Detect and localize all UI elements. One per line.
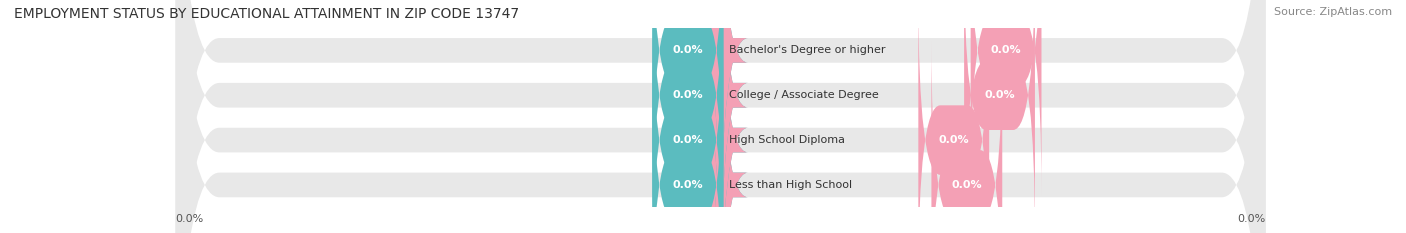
- FancyBboxPatch shape: [176, 0, 1265, 233]
- FancyBboxPatch shape: [652, 0, 723, 233]
- Text: 0.0%: 0.0%: [984, 90, 1015, 100]
- FancyBboxPatch shape: [652, 0, 723, 233]
- Text: 0.0%: 0.0%: [1237, 214, 1265, 224]
- FancyBboxPatch shape: [176, 0, 1265, 233]
- Text: EMPLOYMENT STATUS BY EDUCATIONAL ATTAINMENT IN ZIP CODE 13747: EMPLOYMENT STATUS BY EDUCATIONAL ATTAINM…: [14, 7, 519, 21]
- Text: 0.0%: 0.0%: [991, 45, 1021, 55]
- FancyBboxPatch shape: [693, 0, 748, 233]
- FancyBboxPatch shape: [965, 0, 1035, 233]
- FancyBboxPatch shape: [693, 0, 748, 233]
- FancyBboxPatch shape: [693, 0, 748, 233]
- Text: 0.0%: 0.0%: [672, 135, 703, 145]
- Text: 0.0%: 0.0%: [952, 180, 983, 190]
- FancyBboxPatch shape: [693, 0, 748, 233]
- Text: 0.0%: 0.0%: [176, 214, 204, 224]
- FancyBboxPatch shape: [931, 40, 1002, 233]
- FancyBboxPatch shape: [693, 0, 748, 233]
- Text: High School Diploma: High School Diploma: [728, 135, 845, 145]
- FancyBboxPatch shape: [176, 0, 1265, 233]
- Text: 0.0%: 0.0%: [938, 135, 969, 145]
- Text: 0.0%: 0.0%: [672, 45, 703, 55]
- FancyBboxPatch shape: [652, 40, 723, 233]
- FancyBboxPatch shape: [693, 0, 748, 233]
- Text: 0.0%: 0.0%: [672, 90, 703, 100]
- FancyBboxPatch shape: [918, 0, 990, 233]
- FancyBboxPatch shape: [176, 0, 1265, 233]
- FancyBboxPatch shape: [970, 0, 1042, 195]
- FancyBboxPatch shape: [652, 0, 723, 195]
- FancyBboxPatch shape: [693, 0, 748, 233]
- Text: Source: ZipAtlas.com: Source: ZipAtlas.com: [1274, 7, 1392, 17]
- Text: Bachelor's Degree or higher: Bachelor's Degree or higher: [728, 45, 886, 55]
- Text: 0.0%: 0.0%: [672, 180, 703, 190]
- FancyBboxPatch shape: [693, 0, 748, 233]
- Text: Less than High School: Less than High School: [728, 180, 852, 190]
- Text: College / Associate Degree: College / Associate Degree: [728, 90, 879, 100]
